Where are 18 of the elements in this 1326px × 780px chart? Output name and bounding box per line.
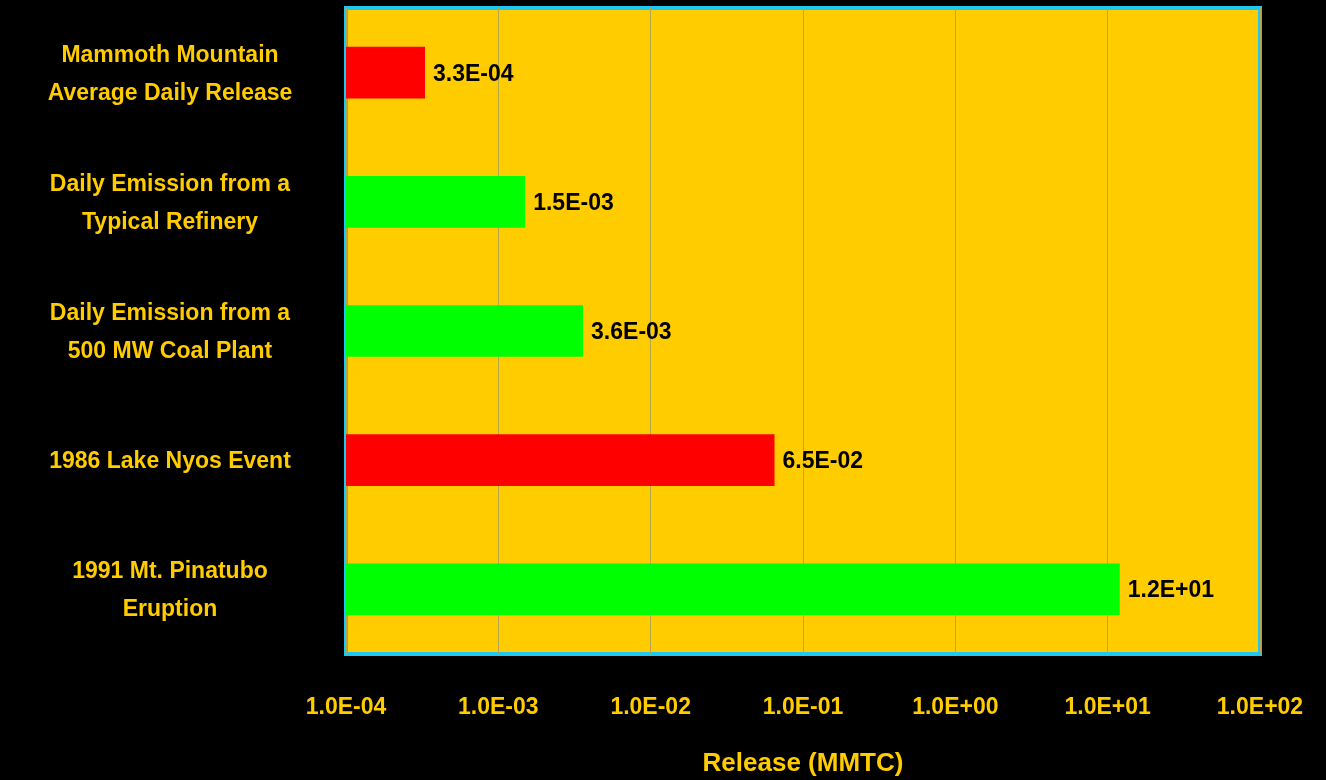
x-tick-label: 1.0E-03 (458, 692, 539, 719)
y-tick-label: 1986 Lake Nyos Event (49, 447, 292, 474)
x-tick-label: 1.0E+00 (912, 692, 999, 719)
x-tick-label: 1.0E-04 (305, 692, 387, 719)
x-tick-label: 1.0E+02 (1216, 692, 1304, 719)
data-label: 6.5E-02 (782, 447, 864, 474)
data-label: 3.6E-03 (591, 318, 672, 344)
x-tick-label: 1.0E+01 (1064, 692, 1152, 719)
x-axis-title: Release (MMTC) (702, 747, 904, 777)
y-tick-label: Daily Emission from a Typical Refinery (49, 169, 291, 234)
data-label: 3.3E-04 (432, 59, 514, 86)
x-tick-label: 1.0E-01 (762, 692, 844, 719)
data-label: 1.2E+01 (1127, 576, 1215, 603)
data-label: 1.5E-03 (533, 188, 614, 215)
y-tick-label: Mammoth Mountain Average Daily Release (47, 40, 293, 105)
x-tick-label: 1.0E-02 (610, 692, 691, 719)
y-tick-label: 1991 Mt. Pinatubo Eruption (72, 557, 268, 622)
y-tick-label: Daily Emission from a 500 MW Coal Plant (49, 299, 291, 363)
